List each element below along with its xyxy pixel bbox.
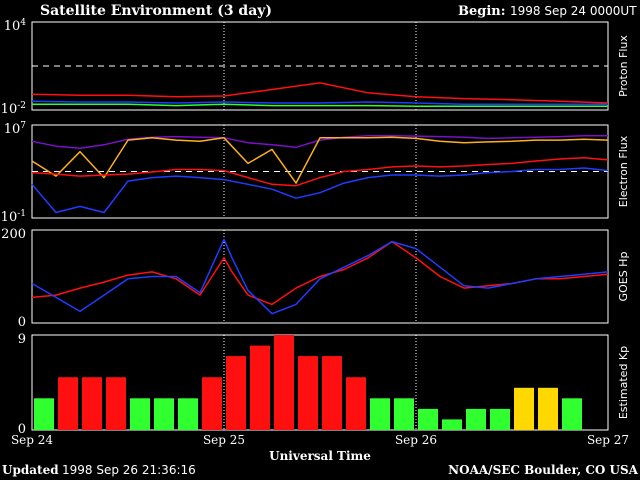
goes_hp-ylabel: GOES Hp	[617, 252, 630, 302]
updated-label: Updated	[2, 463, 59, 477]
kp-bar-20	[490, 408, 510, 430]
electron-series-orange	[31, 136, 609, 184]
kp-bar-8	[202, 377, 222, 430]
electron-series-blue	[31, 167, 609, 214]
proton-series-green	[32, 103, 608, 108]
kp-bar-1	[34, 398, 54, 430]
proton-series-red	[31, 82, 609, 104]
kp-bar-16	[394, 398, 414, 430]
estimated-kp-panel: 9 0 Estimated Kp	[18, 332, 630, 437]
updated-value: 1998 Sep 26 21:36:16	[62, 463, 196, 477]
proton-series-blue	[31, 100, 608, 105]
kp-bar-2	[58, 377, 78, 430]
kp-bar-19	[466, 408, 486, 430]
kp-bar-13	[322, 356, 342, 430]
goes_hp-ytick-bottom: 0	[18, 315, 26, 330]
kp-bar-17	[418, 408, 438, 430]
begin-value: 1998 Sep 24 0000UT	[510, 4, 637, 18]
kp-ytick-top: 9	[18, 332, 26, 347]
kp-bar-9	[226, 356, 246, 430]
kp-bar-5	[130, 398, 150, 430]
chart-title: Satellite Environment (3 day)	[40, 3, 272, 19]
x-tick-label-1: Sep 24	[11, 433, 53, 447]
electron-ytick-bottom: 10-1	[1, 209, 26, 225]
electron-series-purple	[31, 134, 608, 150]
x-tick-label-3: Sep 26	[395, 433, 437, 447]
kp-bar-14	[346, 377, 366, 430]
kp-bar-7	[178, 398, 198, 430]
proton-ytick-top: 104	[4, 18, 27, 34]
x-tick-label-4: Sep 27	[587, 433, 629, 447]
kp-bar-22	[538, 387, 558, 430]
kp-bar-11	[274, 335, 294, 430]
kp-bar-3	[82, 377, 102, 430]
kp-bar-23	[562, 398, 582, 430]
electron-flux-panel: 107 10-1 Electron Flux	[1, 121, 630, 225]
kp-bar-21	[514, 387, 534, 430]
electron-ytick-top: 107	[4, 121, 27, 137]
kp-bar-12	[298, 356, 318, 430]
kp-bar-18	[442, 419, 462, 430]
x-tick-label-2: Sep 25	[203, 433, 245, 447]
kp-bar-4	[106, 377, 126, 430]
proton-ytick-bottom: 10-2	[1, 101, 26, 117]
electron-ylabel: Electron Flux	[617, 135, 630, 207]
source-credit: NOAA/SEC Boulder, CO USA	[448, 463, 639, 477]
goes-hp-panel: 200 0 GOES Hp	[1, 227, 630, 330]
kp-bar-10	[250, 345, 270, 430]
kp-bar-15	[370, 398, 390, 430]
goes_hp-ytick-top: 200	[1, 227, 26, 242]
goes_hp-series-blue	[31, 238, 609, 315]
proton-ylabel: Proton Flux	[617, 35, 630, 97]
electron-series-red	[31, 157, 609, 187]
x-axis-label: Universal Time	[269, 449, 371, 463]
kp-ytick-bottom: 0	[18, 422, 26, 437]
kp-frame	[31, 334, 609, 431]
kp-bar-6	[154, 398, 174, 430]
x-axis: Sep 24 Sep 25 Sep 26 Sep 27	[11, 433, 629, 447]
proton-flux-panel: 104 10-2 Proton Flux	[1, 18, 630, 117]
kp-ylabel: Estimated Kp	[617, 346, 630, 419]
goes_hp-frame	[31, 229, 609, 324]
begin-label: Begin:	[458, 4, 506, 19]
